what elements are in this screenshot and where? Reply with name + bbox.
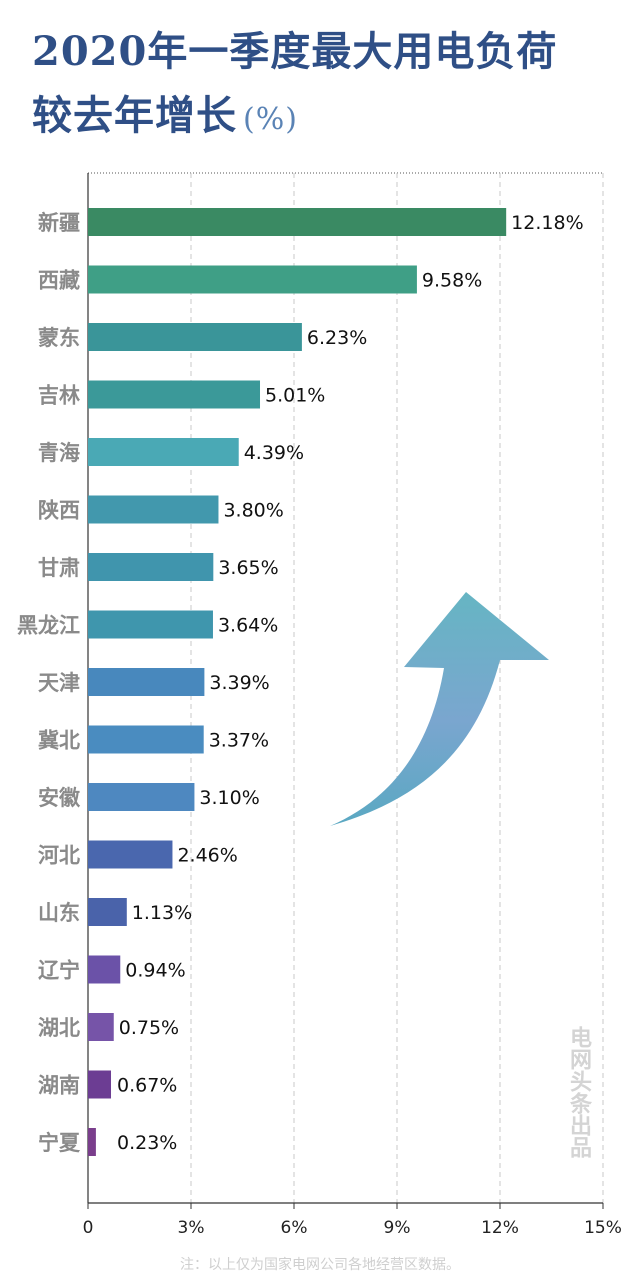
bar — [88, 1070, 112, 1099]
category-label: 安徽 — [38, 786, 81, 810]
category-label: 陕西 — [38, 499, 80, 523]
category-label: 甘肃 — [38, 556, 80, 580]
unit-label: (%) — [243, 102, 298, 137]
category-label: 青海 — [38, 441, 80, 465]
bar — [88, 725, 204, 754]
category-label: 黑龙江 — [17, 614, 80, 638]
category-label: 宁夏 — [38, 1131, 81, 1155]
data-label: 3.37% — [209, 730, 269, 752]
growth-arrow-icon — [330, 592, 549, 826]
bar — [88, 553, 214, 581]
bar — [88, 438, 239, 466]
x-tick-label: 6% — [281, 1218, 308, 1238]
data-label: 0.23% — [117, 1132, 177, 1154]
x-tick-label: 3% — [178, 1218, 205, 1238]
bar — [88, 610, 213, 639]
category-label: 辽宁 — [38, 959, 80, 983]
category-label: 吉林 — [38, 384, 80, 408]
category-label: 西藏 — [38, 269, 80, 293]
x-tick-label: 0 — [83, 1218, 94, 1238]
data-label: 0.94% — [125, 960, 185, 982]
bar — [88, 668, 205, 696]
bar — [88, 898, 127, 926]
data-label: 3.64% — [218, 615, 278, 637]
chart-title: 2020年一季度最大用电负荷 — [32, 28, 558, 75]
footnote: 注：以上仅为国家电网公司各地经营区数据。 — [180, 1257, 460, 1273]
data-label: 9.58% — [422, 270, 482, 292]
category-label: 湖南 — [38, 1074, 80, 1098]
watermark: 电网头条出品 — [566, 1026, 592, 1158]
data-label: 1.13% — [132, 902, 192, 924]
data-label: 0.75% — [119, 1017, 179, 1039]
x-tick-label: 15% — [584, 1218, 622, 1238]
data-label: 3.80% — [223, 500, 283, 522]
data-label: 3.39% — [209, 672, 269, 694]
category-label: 山东 — [38, 901, 80, 925]
bar-chart: 0 3% 6% 9% 12% 15% 新疆 12.18% 西藏 9.58% 蒙东 6.23% 吉林 5.… — [17, 172, 622, 1238]
bar — [88, 1128, 96, 1156]
x-tick-label: 12% — [481, 1218, 519, 1238]
data-label: 6.23% — [307, 327, 367, 349]
category-label: 新疆 — [38, 211, 80, 235]
bar — [88, 1013, 114, 1041]
data-label: 3.10% — [199, 787, 259, 809]
bar — [88, 265, 417, 294]
category-label: 河北 — [38, 844, 80, 868]
data-label: 2.46% — [177, 845, 237, 867]
data-label: 4.39% — [244, 442, 304, 464]
bar — [88, 955, 121, 984]
data-label: 5.01% — [265, 385, 325, 407]
data-label: 3.65% — [218, 557, 278, 579]
category-label: 冀北 — [38, 729, 80, 753]
data-label: 12.18% — [511, 212, 583, 234]
category-label: 蒙东 — [38, 326, 80, 350]
category-label: 天津 — [38, 671, 80, 695]
bar — [88, 323, 302, 351]
bar — [88, 840, 173, 869]
bar — [88, 783, 195, 811]
data-label: 0.67% — [117, 1075, 177, 1097]
bar — [88, 380, 261, 409]
subtitle-text: 较去年增长 — [32, 92, 237, 139]
chart-subtitle: 较去年增长 (%) — [32, 96, 298, 136]
bar — [88, 495, 219, 524]
category-label: 湖北 — [38, 1016, 80, 1040]
bar — [88, 208, 507, 236]
x-tick-label: 9% — [384, 1218, 411, 1238]
